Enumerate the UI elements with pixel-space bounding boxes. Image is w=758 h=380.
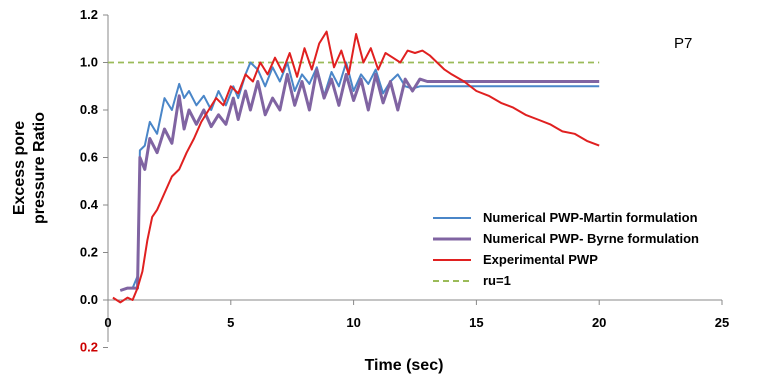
legend-label-0: Numerical PWP-Martin formulation [483,210,698,225]
y-tick-label: 0.8 [80,102,98,117]
series-group [108,30,600,304]
legend: Numerical PWP-Martin formulation Numerica… [433,210,699,288]
y-tick-label: 0.2 [80,245,98,260]
x-tick-label: 5 [227,315,234,330]
y-tick-label: 1.0 [80,55,98,70]
x-tick-label: 20 [592,315,606,330]
tick-labels: 0.0 0.2 0.4 0.6 0.8 1.0 1.2 0.2 0 5 10 15 20 25 [80,7,729,355]
legend-label-1: Numerical PWP- Byrne formulation [483,231,699,246]
panel-label: P7 [674,35,692,52]
y-tick-label: 0.4 [80,197,99,212]
axes [107,15,722,342]
legend-label-2: Experimental PWP [483,252,598,267]
legend-label-3: ru=1 [483,273,511,288]
x-tick-label: 25 [715,315,729,330]
series-line-1 [119,68,600,292]
x-tick-label: 0 [104,315,111,330]
y-axis-label-line: pressure Ratio [31,112,48,224]
x-tick-label: 15 [469,315,483,330]
y-tick-label-extra: 0.2 [80,340,98,355]
y-tick-label: 0.0 [80,292,98,307]
series-line-2 [112,30,600,304]
y-axis-label-line: Excess pore [11,121,28,215]
y-tick-label: 1.2 [80,7,98,22]
y-axis-label: Excess pore pressure Ratio [11,112,48,224]
y-tick-label: 0.6 [80,150,98,165]
x-axis-label: Time (sec) [365,357,444,374]
x-tick-label: 10 [346,315,360,330]
